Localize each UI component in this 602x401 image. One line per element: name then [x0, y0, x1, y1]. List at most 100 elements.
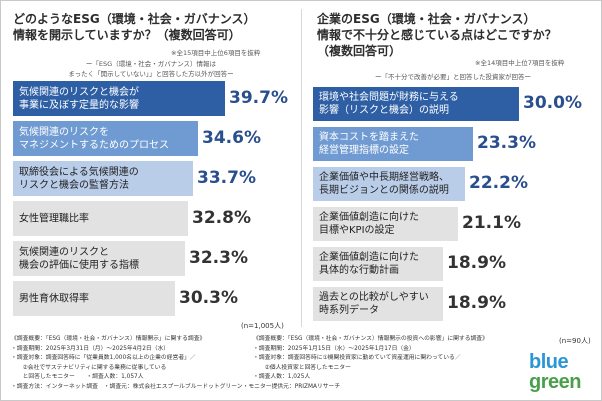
bar-label-line: 目標やKPIの設定: [319, 225, 395, 236]
footer-line: ・調査期間：2025年1月15日（水）〜2025年1月17日（金）: [253, 345, 415, 352]
bar-label: 企業価値創造に向けた 目標やKPIの設定: [319, 211, 419, 237]
bar-label-line: 経営管理指標の設定: [319, 145, 409, 156]
bar-value-label: 18.9%: [447, 253, 506, 273]
bar-label: 気候関連のリスクと機会が 事業に及ぼす定量的な影響: [19, 86, 139, 112]
bar-label-line: 環境や社会問題が財務に与える: [319, 92, 459, 103]
bar-label: 過去との比較がしやすい 時系列データ: [319, 291, 429, 317]
bar-fill: [13, 81, 225, 116]
right-chart-panel: 企業のESG（環境・社会・ガバナンス） 情報で不十分と感じている点はどこですか？…: [305, 1, 601, 345]
bar-label: 男性育休取得率: [19, 292, 89, 305]
bar-label-line: マネジメントするためのプロセス: [19, 139, 169, 151]
bar-4: 女性管理職比率: [13, 201, 225, 236]
right-chart-title: 企業のESG（環境・社会・ガバナンス） 情報で不十分と感じている点はどこですか？…: [317, 11, 557, 59]
bar-1: 気候関連のリスクと機会が 事業に及ぼす定量的な影響: [13, 81, 225, 116]
bar-label-line: 事業に及ぼす定量的な影響: [19, 99, 139, 111]
bar-fill: [313, 167, 465, 201]
bar-fill: [13, 121, 198, 156]
bar-label-line: 機会の評価に使用する指標: [19, 259, 139, 271]
bar-fill: [13, 161, 193, 196]
bar-value-label: 22.2%: [469, 173, 528, 193]
footer-line: と回答したモニター ・調査人数：1,057人: [11, 374, 144, 380]
left-sample-size: (n=1,005人): [241, 322, 284, 330]
bar-fill: [313, 127, 473, 161]
right-title-line: （複数回答可）: [317, 44, 402, 58]
bar-value-label: 23.3%: [477, 133, 536, 153]
bar-3: 取締役会による気候関連の リスクと機会の監督方法: [13, 161, 225, 196]
bar-fill: [313, 87, 519, 121]
bar-label-line: 資本コストを踏まえた: [319, 132, 419, 143]
bar-label: 取締役会による気候関連の リスクと機会の監督方法: [19, 166, 139, 192]
footer-line: ・調査人数：1,025人: [253, 374, 311, 380]
bar-label-line: 気候関連のリスクと: [19, 246, 109, 258]
bar-5: 企業価値創造に向けた 具体的な行動計画: [313, 247, 519, 281]
bar-label-line: 気候関連のリスクを: [19, 126, 109, 138]
bar-label-line: 影響（リスクと機会）の説明: [319, 105, 449, 116]
bar-label-line: 女性管理職比率: [19, 213, 89, 224]
right-subnote-line: ー「不十分で改善が必要」と回答した投資家が回答ー: [375, 73, 531, 81]
panel-divider: [301, 9, 302, 327]
bar-6: 男性育休取得率: [13, 281, 225, 316]
bar-1: 環境や社会問題が財務に与える 影響（リスクと機会）の説明: [313, 87, 519, 121]
bar-value-label: 21.1%: [462, 213, 521, 233]
bar-label-line: 気候関連のリスクと機会が: [19, 86, 139, 98]
left-chart-title: どのようなESG（環境・社会・ガバナンス） 情報を開示していますか？（複数回答可…: [13, 11, 255, 43]
bar-fill: [13, 281, 175, 316]
right-chart-note: ※全14項目中上位7項目を抜粋: [475, 59, 565, 67]
bar-5: 気候関連のリスクと 機会の評価に使用する指標: [13, 241, 225, 276]
footer-line: 《調査概要：「ESG（環境・社会・ガバナンス）情報開示」に関する調査》: [11, 336, 206, 342]
bar-label-line: 時系列データ: [319, 305, 379, 316]
left-chart-panel: どのようなESG（環境・社会・ガバナンス） 情報を開示していますか？（複数回答可…: [1, 1, 297, 331]
left-subnote-line: まったく「開示していない」」と回答した方以外が回答ー: [68, 70, 234, 78]
footer-line: 《調査概要：「ESG（環境・社会・ガバナンス）情報開示の投資への影響」に関する調…: [253, 336, 488, 342]
bar-fill: [313, 207, 458, 241]
bar-fill: [313, 287, 443, 321]
bar-value-label: 39.7%: [229, 87, 288, 108]
bar-fill: [13, 241, 185, 276]
bar-2: 気候関連のリスクを マネジメントするためのプロセス: [13, 121, 225, 156]
bar-4: 企業価値創造に向けた 目標やKPIの設定: [313, 207, 519, 241]
right-title-line: 情報で不十分と感じている点はどこですか？: [317, 28, 557, 42]
footer-line: ・調査対象：調査回答時に①機関投資家に勤めていて資産運用に関わっている／: [253, 355, 461, 361]
bar-label-line: リスクと機会の監督方法: [19, 179, 129, 191]
logo-green-text: green: [529, 371, 581, 393]
bar-label: 気候関連のリスクと 機会の評価に使用する指標: [19, 246, 139, 272]
bar-6: 過去との比較がしやすい 時系列データ: [313, 287, 519, 321]
bar-value-label: 30.0%: [523, 93, 582, 113]
right-title-line: 企業のESG（環境・社会・ガバナンス）: [317, 12, 536, 26]
footer-line: ②会社でサステナビリティに関する業務に従事している: [11, 364, 167, 371]
bar-fill: [313, 247, 443, 281]
bar-value-label: 33.7%: [197, 167, 256, 188]
footer-line: ・調査期間：2025年3月31日（月）〜2025年4月2日（水）: [11, 345, 170, 352]
logo-blue-text: blue: [529, 351, 569, 373]
bar-label-line: 企業価値創造に向けた: [319, 212, 419, 223]
left-title-line: 情報を開示していますか？（複数回答可）: [13, 28, 241, 42]
footer-line: ②個人投資家と回答したモニター: [253, 364, 351, 371]
left-footer: 《調査概要：「ESG（環境・社会・ガバナンス）情報開示」に関する調査》 ・調査期…: [11, 335, 340, 392]
bar-label-line: 過去との比較がしやすい: [319, 292, 429, 303]
bar-label-line: 取締役会による気候関連の: [19, 166, 139, 178]
bar-2: 資本コストを踏まえた 経営管理指標の設定: [313, 127, 519, 161]
bar-label: 女性管理職比率: [19, 212, 89, 225]
left-chart-subnote: ー「ESG（環境・社会・ガバナンス）情報は まったく「開示していない」」と回答し…: [1, 58, 301, 78]
bar-value-label: 34.6%: [202, 127, 261, 148]
bar-value-label: 32.3%: [189, 247, 248, 268]
footer-line: ・調査対象：調査回答時に「従業員数1,000名以上の企業の経営者」／: [11, 355, 196, 361]
bar-value-label: 30.3%: [179, 287, 238, 308]
bar-label: 気候関連のリスクを マネジメントするためのプロセス: [19, 126, 169, 152]
bar-label: 企業価値や中長期経営戦略、 長期ビジョンとの関係の説明: [319, 171, 449, 197]
bar-fill: [13, 201, 188, 236]
bar-label-line: 具体的な行動計画: [319, 265, 399, 276]
right-footer: 《調査概要：「ESG（環境・社会・ガバナンス）情報開示の投資への影響」に関する調…: [253, 335, 488, 383]
bar-label: 環境や社会問題が財務に与える 影響（リスクと機会）の説明: [319, 91, 459, 117]
right-chart-subnote: ー「不十分で改善が必要」と回答した投資家が回答ー: [305, 71, 601, 81]
bar-label-line: 長期ビジョンとの関係の説明: [319, 185, 449, 196]
bar-value-label: 18.9%: [447, 293, 506, 313]
bluegreen-logo: blue green: [529, 351, 597, 397]
right-sample-size: (n=90人): [559, 337, 591, 345]
bar-label-line: 企業価値創造に向けた: [319, 252, 419, 263]
left-title-line: どのようなESG（環境・社会・ガバナンス）: [13, 12, 256, 26]
bar-label: 資本コストを踏まえた 経営管理指標の設定: [319, 131, 419, 157]
footer-line: ・調査方法：インターネット調査 ・調査元：株式会社エスプールブルードットグリーン…: [11, 383, 341, 390]
bar-3: 企業価値や中長期経営戦略、 長期ビジョンとの関係の説明: [313, 167, 519, 201]
